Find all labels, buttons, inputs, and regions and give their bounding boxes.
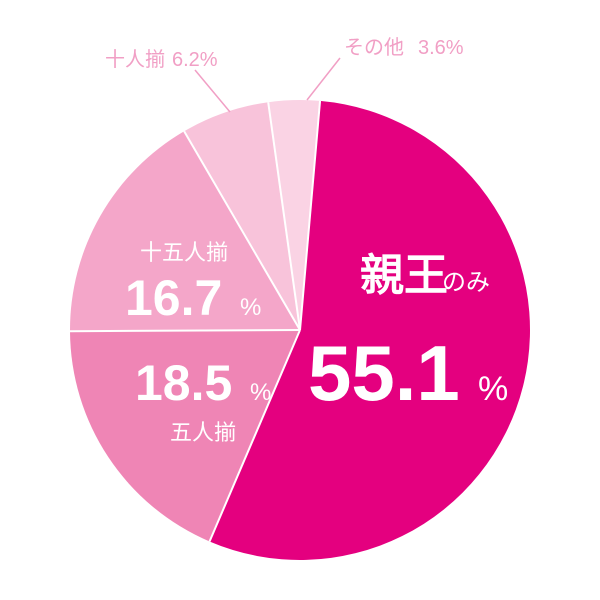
slice-label: 五人揃	[170, 420, 236, 445]
slice-value: %	[240, 294, 261, 321]
slice-label: のみ	[442, 269, 490, 296]
slice-label: 親王	[360, 251, 448, 300]
callout-label: 3.6%	[418, 37, 464, 59]
slice-divider	[70, 330, 300, 331]
slice-value: 18.5	[135, 355, 232, 411]
pie-chart: 親王のみ 55.1% 五人揃 18.5% 十五人揃 16.7% 十人揃 6.2% その他 3.6%	[0, 0, 600, 600]
slice-value: %	[250, 379, 271, 406]
slice-value: 55.1	[308, 329, 460, 417]
slice-label: 十五人揃	[140, 240, 228, 265]
callout-label: 十人揃	[105, 48, 165, 71]
callout-label: 6.2%	[172, 49, 218, 71]
callout-label: その他	[344, 36, 404, 59]
slice-value: %	[478, 370, 508, 408]
slice-value: 16.7	[125, 270, 222, 326]
